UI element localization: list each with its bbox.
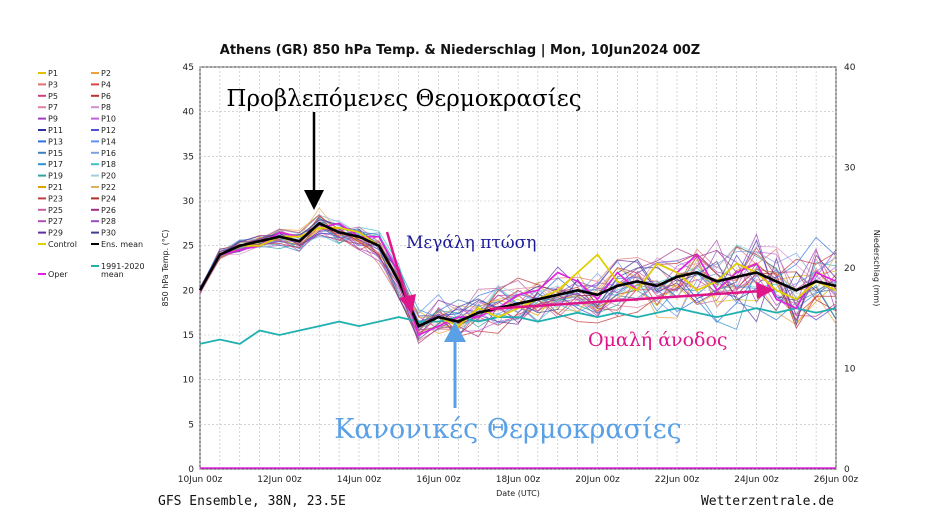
annotation-forecast: Προβλεπόμενες Θερμοκρασίες xyxy=(226,86,581,112)
y-tick-label-right: 40 xyxy=(844,63,856,73)
chart-title: Athens (GR) 850 hPa Temp. & Niederschlag… xyxy=(220,43,700,58)
legend-label: Ens. mean xyxy=(101,240,143,249)
y-axis-right: 0 10 20 30 40 xyxy=(844,63,856,475)
legend-label: mean xyxy=(101,270,124,279)
y-axis-right-label: Niederschlag (mm) xyxy=(872,230,881,307)
legend-label: Oper xyxy=(48,270,68,279)
member-line xyxy=(199,223,837,337)
grid xyxy=(199,66,837,470)
y-tick-label: 35 xyxy=(183,152,194,162)
legend-label: P11 xyxy=(48,126,63,135)
arrow-rise-head xyxy=(756,282,774,299)
legend-label: P6 xyxy=(101,92,111,101)
legend-label: P15 xyxy=(48,149,63,158)
annotation-drop: Μεγάλη πτώση xyxy=(406,233,536,253)
x-tick-label: 18Jun 00z xyxy=(496,475,541,485)
y-tick-label-right: 0 xyxy=(844,465,850,475)
legend-label: P13 xyxy=(48,137,63,146)
member-line xyxy=(199,229,837,345)
legend-label: P4 xyxy=(101,80,111,89)
legend-label: P27 xyxy=(48,217,63,226)
y-tick-label: 15 xyxy=(183,331,194,341)
member-line xyxy=(199,219,837,328)
arrow-normal-head xyxy=(444,322,466,342)
y-tick-label: 5 xyxy=(188,420,194,430)
legend-label: P24 xyxy=(101,194,116,203)
legend-label: P10 xyxy=(101,115,116,124)
x-tick-label: 14Jun 00z xyxy=(337,475,382,485)
x-tick-label: 26Jun 00z xyxy=(814,475,859,485)
legend-label: P5 xyxy=(48,92,58,101)
legend-label: P23 xyxy=(48,194,63,203)
footer-left: GFS Ensemble, 38N, 23.5E xyxy=(158,494,346,509)
legend-label: P14 xyxy=(101,137,116,146)
y-tick-label: 25 xyxy=(183,242,194,252)
y-tick-label-right: 20 xyxy=(844,264,856,274)
arrow-forecast-head xyxy=(304,190,324,210)
y-tick-label: 40 xyxy=(183,108,195,118)
legend-label: P12 xyxy=(101,126,116,135)
arrow-drop xyxy=(385,231,409,301)
member-line xyxy=(199,226,837,331)
legend-label: P29 xyxy=(48,229,63,238)
footer-right: Wetterzentrale.de xyxy=(701,494,834,509)
legend-label: P16 xyxy=(101,149,116,158)
y-tick-label-right: 30 xyxy=(844,164,856,174)
x-axis: 10Jun 00z 12Jun 00z 14Jun 00z 16Jun 00z 18Ju… xyxy=(178,475,859,485)
y-axis-label: 850 hPa Temp. (°C) xyxy=(161,229,170,306)
legend-label: P2 xyxy=(101,69,111,78)
legend-label: P21 xyxy=(48,183,63,192)
x-tick-label: 16Jun 00z xyxy=(416,475,461,485)
annotation-rise: Ομαλή άνοδος xyxy=(588,329,728,351)
y-tick-label: 30 xyxy=(183,197,195,207)
legend-label: P7 xyxy=(48,103,58,112)
legend-label: P22 xyxy=(101,183,116,192)
legend-label: P20 xyxy=(101,172,116,181)
x-tick-label: 10Jun 00z xyxy=(178,475,223,485)
legend-label: P1 xyxy=(48,69,58,78)
x-tick-label: 22Jun 00z xyxy=(655,475,700,485)
legend-label: Control xyxy=(48,240,77,249)
member-line xyxy=(199,207,837,318)
arrow-drop-head xyxy=(399,294,416,314)
legend-label: P8 xyxy=(101,103,111,112)
y-axis-left: 0 5 10 15 20 25 30 35 40 45 xyxy=(183,63,195,475)
x-tick-label: 12Jun 00z xyxy=(257,475,302,485)
legend-label: P18 xyxy=(101,160,116,169)
legend-label: P25 xyxy=(48,206,63,215)
legend-label: P19 xyxy=(48,172,63,181)
legend-label: P30 xyxy=(101,229,116,238)
legend-label: P9 xyxy=(48,115,58,124)
x-axis-label: Date (UTC) xyxy=(496,489,540,498)
y-tick-label-right: 10 xyxy=(844,365,856,375)
y-tick-label: 10 xyxy=(183,376,195,386)
legend-label: P17 xyxy=(48,160,63,169)
legend-label: P26 xyxy=(101,206,116,215)
arrow-rise xyxy=(489,289,763,311)
legend-label: 1991-2020 xyxy=(101,262,145,271)
series-line xyxy=(198,221,837,328)
x-tick-label: 24Jun 00z xyxy=(734,475,779,485)
y-tick-label: 45 xyxy=(183,63,194,73)
legend: P1 P2 P3 P4 P5 P6 P7 P8 P9 P10 P11 P12 P13 P14 P15 P16 P… xyxy=(38,69,145,279)
y-tick-label: 20 xyxy=(183,286,195,296)
series-line xyxy=(199,307,837,345)
legend-label: P3 xyxy=(48,80,58,89)
x-tick-label: 20Jun 00z xyxy=(575,475,620,485)
y-tick-label: 0 xyxy=(188,465,194,475)
annotation-normal: Κανονικές Θερμοκρασίες xyxy=(334,414,682,445)
legend-label: P28 xyxy=(101,217,116,226)
